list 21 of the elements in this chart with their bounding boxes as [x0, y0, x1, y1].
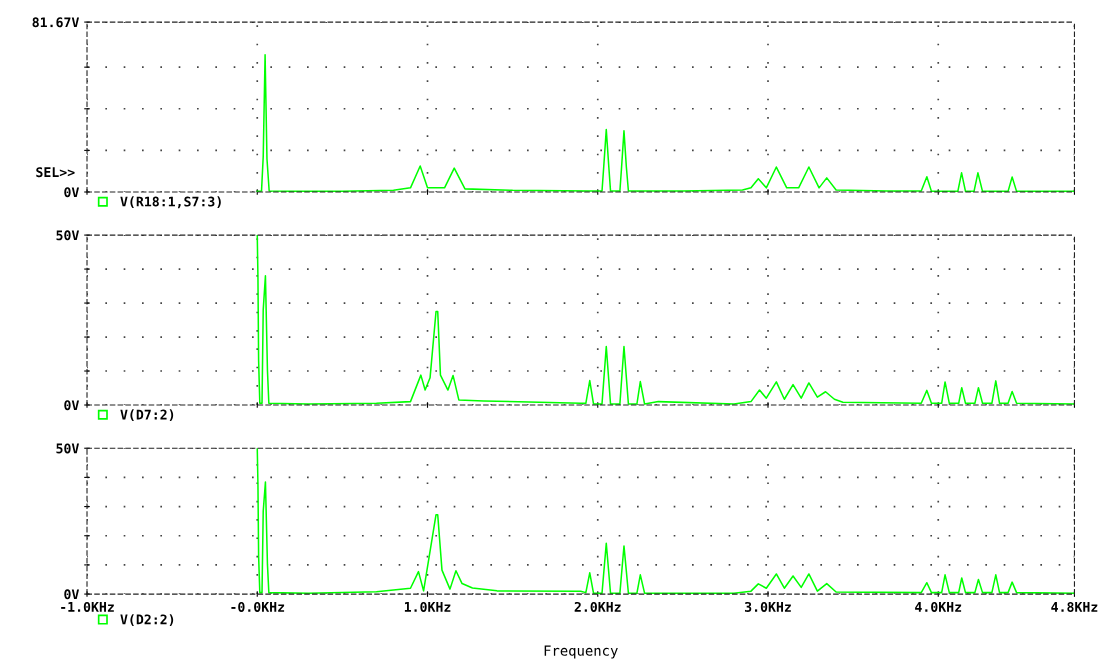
x-tick-label: 3.0KHz: [744, 601, 791, 612]
y-tick-label: 0V: [64, 187, 79, 198]
legend-label: V(D7:2): [120, 409, 174, 422]
x-tick-label: 1.0KHz: [404, 601, 451, 612]
x-tick-label: 2.0KHz: [574, 601, 621, 612]
line-series: [256, 235, 1075, 405]
x-tick-label: 4.0KHz: [915, 601, 962, 612]
y-tick-label: 0V: [64, 589, 79, 600]
x-axis-title: Frequency: [544, 645, 618, 659]
x-tick-label: 4.8KHz: [1051, 601, 1098, 612]
y-tick-label: 0V: [64, 400, 79, 411]
legend-label: V(R18:1,S7:3): [120, 196, 221, 209]
y-tick-label: 81.67V: [32, 17, 80, 28]
text: SEL>>: [36, 167, 75, 178]
y-tick-label: 50V: [56, 443, 79, 454]
line-series: [256, 53, 1075, 192]
y-tick-label: 50V: [56, 230, 79, 241]
x-tick-label: -0.0KHz: [231, 601, 285, 612]
line-series: [256, 448, 1075, 594]
x-tick-label: -1.0KHz: [61, 601, 114, 612]
legend-label: V(D2:2): [120, 614, 174, 626]
